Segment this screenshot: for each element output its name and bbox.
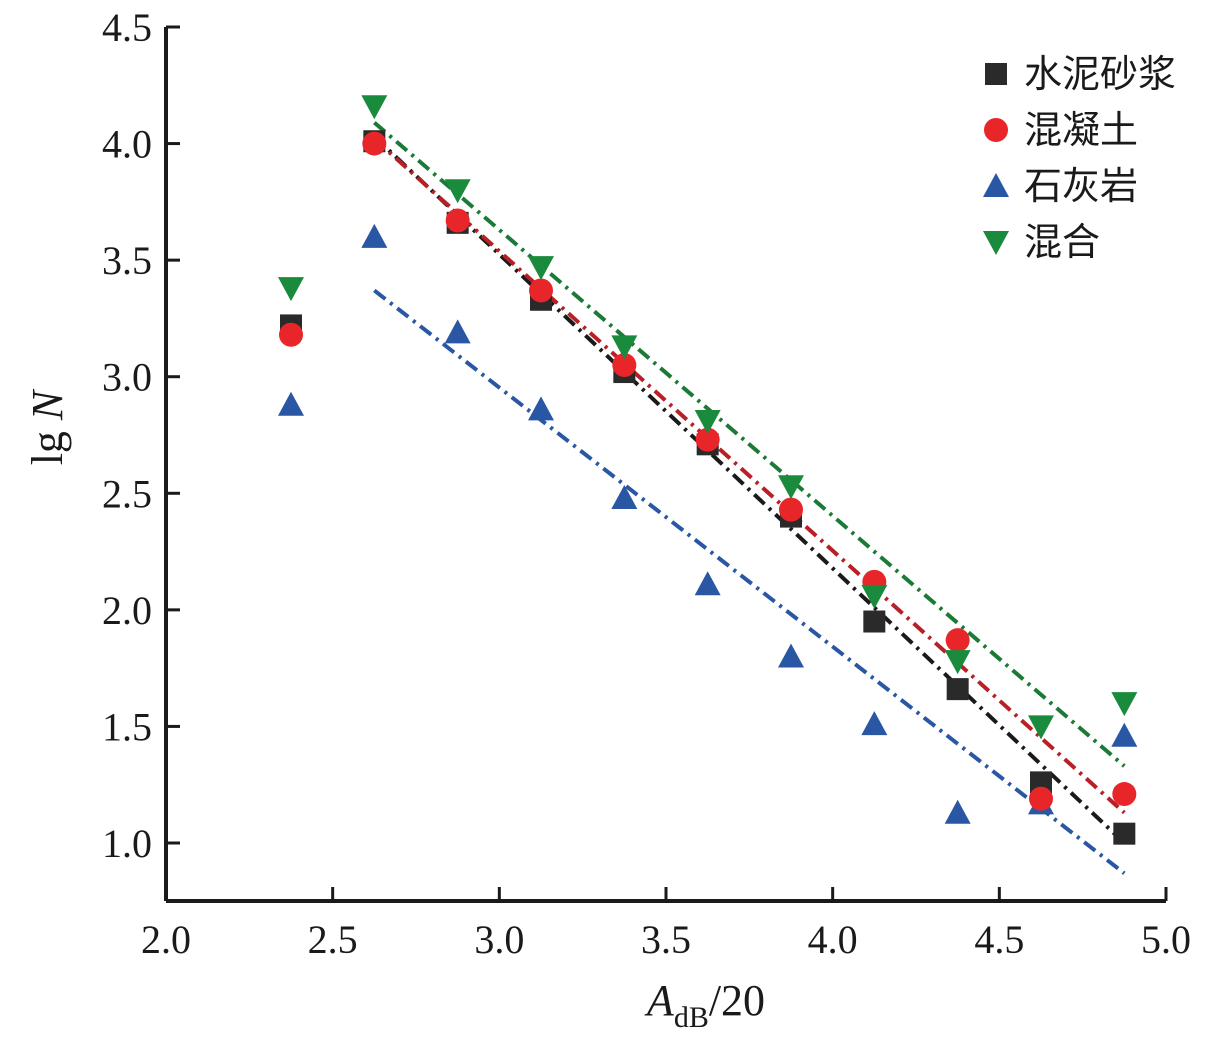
x-tick-label: 5.0 [1141,917,1191,962]
x-axis-title-rest: /20 [709,976,765,1025]
fit-lines [372,121,1126,875]
data-point [1028,715,1054,740]
x-tick-label: 3.0 [474,917,524,962]
x-tick-label: 2.0 [141,917,191,962]
y-tick-label: 3.5 [102,238,152,283]
y-axis-title-main: lg [23,420,72,465]
fit-line [372,135,1126,845]
legend-label: 混凝土 [1024,108,1138,152]
x-tick-label: 4.5 [974,917,1024,962]
data-point [778,475,804,500]
data-point [611,484,638,509]
data-point [1111,722,1138,747]
x-tick-label: 2.5 [308,917,358,962]
data-point [361,223,388,248]
y-tick-label: 1.0 [102,821,152,866]
data-point [278,391,304,416]
data-point [944,799,971,824]
y-ticks: 1.0 1.5 2.0 2.5 3.0 3.5 4.0 4.5 [102,5,180,866]
data-point [861,584,888,609]
data-point [945,628,970,653]
legend-marker [985,63,1007,85]
data-point [946,678,969,701]
legend-marker [984,118,1008,142]
x-ticks: 2.0 2.5 3.0 3.5 4.0 4.5 5.0 [141,887,1191,962]
data-point [528,256,554,281]
y-tick-label: 3.0 [102,355,152,400]
data-point [611,335,638,360]
fit-line [373,288,1126,875]
x-axis-title: AdB/20 [644,976,765,1034]
data-point [779,497,803,522]
fit-line [372,137,1126,815]
y-tick-label: 4.5 [102,5,152,50]
x-tick-label: 4.0 [808,917,858,962]
data-point [528,396,554,421]
axes [164,27,1166,903]
data-point [694,410,721,435]
legend-label: 水泥砂浆 [1024,52,1176,96]
y-axis-title-var: N [23,388,72,421]
legend-label: 混合 [1024,220,1100,264]
data-point [1111,692,1138,717]
data-point [863,610,886,633]
data-point [944,650,971,675]
data-point [444,179,471,204]
data-point [1112,782,1137,807]
y-axis-title: lg N [23,388,72,465]
data-point [694,571,721,596]
data-point [278,277,304,302]
data-point [362,131,387,156]
x-axis-title-main: A [644,976,675,1025]
data-point [695,427,720,452]
data-point [529,278,553,303]
data-point [445,208,470,233]
legend-marker [983,173,1009,197]
data-point [444,319,471,344]
data-point [1113,822,1136,845]
x-tick-label: 3.5 [641,917,691,962]
legend-marker [983,231,1009,255]
y-tick-label: 2.5 [102,471,152,516]
data-point [778,643,804,668]
y-tick-label: 1.5 [102,704,152,749]
data-point [612,353,637,378]
legend-label: 石灰岩 [1024,164,1138,208]
y-tick-label: 2.0 [102,588,152,633]
data-point [861,711,888,736]
data-point [361,95,388,120]
data-point [279,322,303,347]
fit-line [373,121,1126,768]
y-tick-label: 4.0 [102,122,152,167]
data-point [1030,771,1052,794]
data-point [1029,786,1053,811]
data-points [278,95,1138,845]
x-axis-title-sub: dB [674,1001,709,1034]
